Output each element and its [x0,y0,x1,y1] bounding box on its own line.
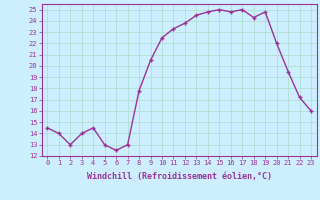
X-axis label: Windchill (Refroidissement éolien,°C): Windchill (Refroidissement éolien,°C) [87,172,272,181]
